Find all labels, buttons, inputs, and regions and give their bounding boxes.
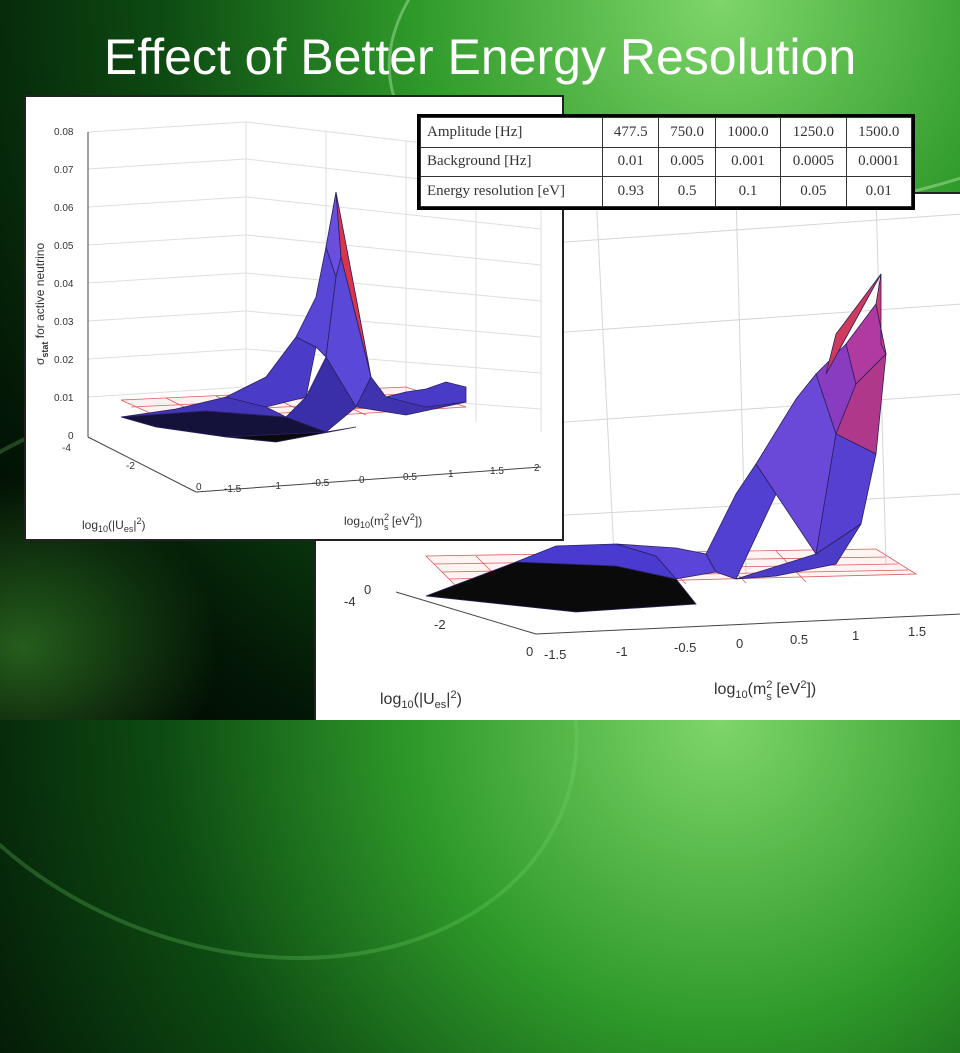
plot-axes	[395, 591, 960, 635]
back-x-tick: -1.5	[544, 647, 566, 662]
front-z-tick: 0	[68, 431, 74, 442]
table-row: Energy resolution [eV] 0.93 0.5 0.1 0.05…	[419, 176, 913, 207]
front-z-tick: 0.05	[54, 241, 74, 252]
surface-plot-back-svg: 0 -4 -2 0 -1.5 -1 -0.5 0 0.5 1 1.5 log10…	[344, 194, 960, 711]
front-x-ticks: -1.5 -1 -0.5 0 0.5 1 1.5 2	[224, 463, 540, 495]
front-y-ticks: -4 -2 0	[62, 443, 202, 493]
back-x-tick: -1	[616, 644, 628, 659]
front-z-tick: 0.02	[54, 355, 74, 366]
back-x-axis-label: log10(m2 s [eV2])	[714, 679, 816, 703]
row-label: Energy resolution [eV]	[419, 176, 604, 207]
front-z-tick: 0.03	[54, 317, 74, 328]
table-cell: 0.5	[658, 176, 716, 207]
table-cell: 0.93	[602, 176, 660, 207]
table-cell: 0.0005	[780, 146, 847, 178]
front-x-tick: 0	[359, 475, 365, 486]
front-z-tick: 0.06	[54, 203, 74, 214]
table-cell: 750.0	[658, 117, 716, 148]
front-z-axis-label: σstat for active neutrino	[33, 243, 50, 365]
back-z-tick: 0	[364, 582, 371, 597]
parameter-table: Amplitude [Hz] 477.5 750.0 1000.0 1250.0…	[417, 114, 915, 210]
table-cell: 0.0001	[845, 146, 913, 178]
back-axis-ticks: 0 -4 -2 0 -1.5 -1 -0.5 0 0.5 1 1.5	[344, 582, 926, 662]
front-z-tick: 0.08	[54, 127, 74, 138]
surface-plot-front-svg: 0.08 0.07 0.06 0.05 0.04 0.03 0.02 0.01 …	[33, 121, 542, 534]
table-cell: 0.05	[780, 176, 847, 207]
surface-mesh	[425, 273, 887, 613]
back-y-axis-label: log10(|Ues|2)	[380, 689, 462, 711]
back-x-tick: 0	[736, 636, 743, 651]
back-x-tick: -0.5	[674, 640, 696, 655]
table-cell: 0.1	[714, 176, 782, 207]
front-z-tick: 0.07	[54, 165, 74, 176]
front-y-tick: -2	[126, 461, 135, 472]
front-z-ticks: 0.08 0.07 0.06 0.05 0.04 0.03 0.02 0.01 …	[54, 127, 74, 442]
front-y-axis-label: log10(|Ues|2)	[82, 516, 145, 534]
front-x-tick: -1.5	[224, 484, 242, 495]
front-x-tick: 0.5	[403, 472, 417, 483]
front-y-tick: -4	[62, 443, 71, 454]
parameter-table-grid: Amplitude [Hz] 477.5 750.0 1000.0 1250.0…	[419, 117, 913, 207]
front-x-tick: 1.5	[490, 466, 504, 477]
front-x-axis-label: log10(m2 s [eV2])	[344, 512, 422, 532]
back-y-tick: -4	[344, 594, 356, 609]
plot-axes	[87, 132, 542, 493]
back-y-tick: -2	[434, 617, 446, 632]
row-label: Amplitude [Hz]	[419, 117, 604, 148]
table-cell: 477.5	[602, 117, 660, 148]
table-row: Amplitude [Hz] 477.5 750.0 1000.0 1250.0…	[419, 117, 913, 148]
slide-title: Effect of Better Energy Resolution	[103, 29, 857, 85]
table-cell: 0.01	[845, 176, 913, 207]
row-label: Background [Hz]	[419, 146, 604, 178]
table-row: Background [Hz] 0.01 0.005 0.001 0.0005 …	[419, 146, 913, 178]
surface-mesh	[120, 191, 467, 443]
back-x-tick: 1.5	[908, 624, 926, 639]
front-x-tick: -0.5	[312, 478, 330, 489]
front-x-tick: 2	[534, 463, 540, 474]
back-x-tick: 1	[852, 628, 859, 643]
front-x-tick: -1	[272, 481, 281, 492]
table-cell: 1000.0	[714, 117, 782, 148]
table-cell: 1500.0	[845, 117, 913, 148]
table-cell: 0.005	[658, 146, 716, 178]
front-y-tick: 0	[196, 482, 202, 493]
front-z-tick: 0.04	[54, 279, 74, 290]
back-y-tick: 0	[526, 644, 533, 659]
back-x-tick: 0.5	[790, 632, 808, 647]
front-x-tick: 1	[448, 469, 454, 480]
table-cell: 1250.0	[780, 117, 847, 148]
table-cell: 0.001	[714, 146, 782, 178]
table-cell: 0.01	[602, 146, 660, 178]
front-z-tick: 0.01	[54, 393, 74, 404]
